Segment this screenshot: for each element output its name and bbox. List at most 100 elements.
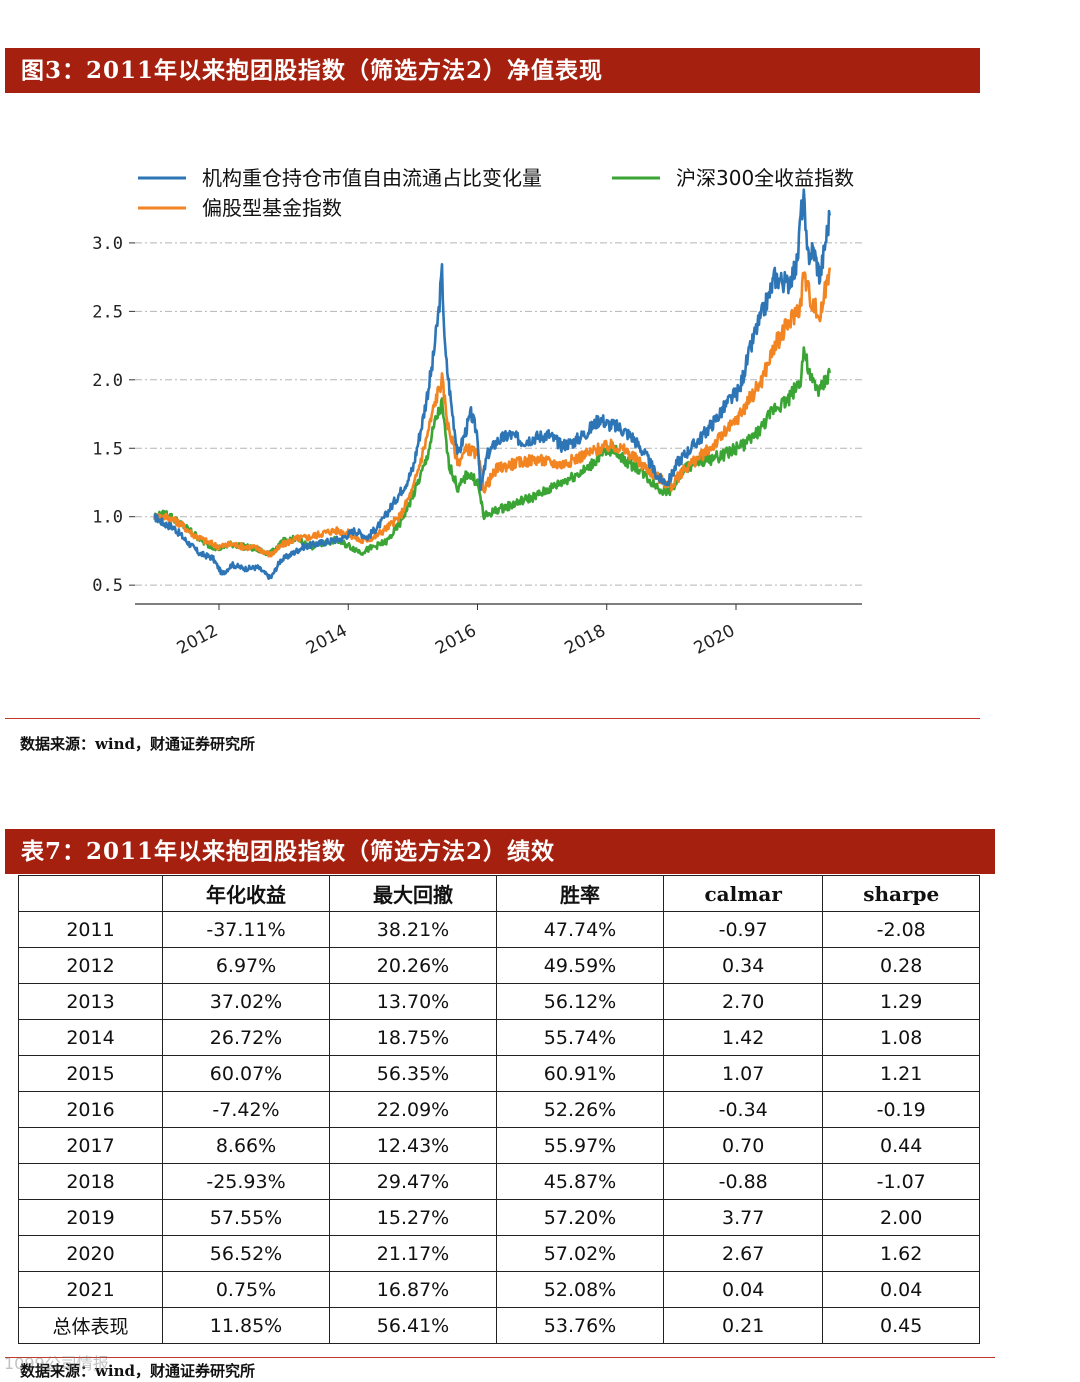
- table-cell: 47.74%: [496, 911, 664, 948]
- y-tick-label: 1.0: [92, 508, 123, 528]
- table-cell: 0.75%: [162, 1271, 330, 1308]
- table-cell: 1.62: [822, 1235, 980, 1272]
- x-tick-label: 2020: [691, 621, 739, 659]
- legend-label: 机构重仓持仓市值自由流通占比变化量: [202, 166, 542, 190]
- table-cell: -37.11%: [162, 911, 330, 948]
- row-label: 2013: [18, 983, 163, 1020]
- row-label: 2017: [18, 1127, 163, 1164]
- table-cell: 11.85%: [162, 1307, 330, 1344]
- table-cell: 26.72%: [162, 1019, 330, 1056]
- row-label: 2011: [18, 911, 163, 948]
- table-row: 2019 57.55% 15.27% 57.20% 3.77 2.00: [18, 1199, 980, 1236]
- y-tick-label: 1.5: [92, 439, 123, 459]
- table-row: 2014 26.72% 18.75% 55.74% 1.42 1.08: [18, 1019, 980, 1056]
- column-header: 年化收益: [162, 875, 330, 912]
- divider: [5, 718, 980, 719]
- table-row: 2018 -25.93% 29.47% 45.87% -0.88 -1.07: [18, 1163, 980, 1200]
- table-cell: 0.70: [662, 1127, 824, 1164]
- column-header: sharpe: [822, 875, 980, 912]
- table-row: 2013 37.02% 13.70% 56.12% 2.70 1.29: [18, 983, 980, 1020]
- table-cell: 8.66%: [162, 1127, 330, 1164]
- row-label: 总体表现: [18, 1307, 163, 1344]
- y-tick-label: 3.0: [92, 234, 123, 254]
- table-cell: 60.91%: [496, 1055, 664, 1092]
- table-banner: 表7：2011年以来抱团股指数（筛选方法2）绩效: [5, 829, 995, 874]
- table-cell: 21.17%: [329, 1235, 497, 1272]
- x-tick-label: 2014: [303, 621, 351, 659]
- table-cell: 0.04: [662, 1271, 824, 1308]
- table-cell: 49.59%: [496, 947, 664, 984]
- table-cell: 1.29: [822, 983, 980, 1020]
- row-label: 2015: [18, 1055, 163, 1092]
- row-label: 2020: [18, 1235, 163, 1272]
- table-cell: 57.02%: [496, 1235, 664, 1272]
- table-cell: 37.02%: [162, 983, 330, 1020]
- y-tick-label: 0.5: [92, 576, 123, 596]
- figure-source: 数据来源：wind，财通证券研究所: [20, 735, 256, 753]
- table-row: 2011 -37.11% 38.21% 47.74% -0.97 -2.08: [18, 911, 980, 948]
- table-cell: -0.19: [822, 1091, 980, 1128]
- table-cell: 3.77: [662, 1199, 824, 1236]
- table-cell: -7.42%: [162, 1091, 330, 1128]
- table-cell: -0.88: [662, 1163, 824, 1200]
- table-row: 2016 -7.42% 22.09% 52.26% -0.34 -0.19: [18, 1091, 980, 1128]
- table-cell: 20.26%: [329, 947, 497, 984]
- series-line: [153, 188, 831, 581]
- row-label: 2021: [18, 1271, 163, 1308]
- net-value-chart: 0.51.01.52.02.53.0 2012 2014 2016 2018 2020 …: [92, 166, 862, 659]
- column-header: calmar: [662, 875, 824, 912]
- watermark: 1099公司情报: [4, 1354, 109, 1373]
- table-cell: 0.44: [822, 1127, 980, 1164]
- table-cell: 0.34: [662, 947, 824, 984]
- table-cell: 55.74%: [496, 1019, 664, 1056]
- table-cell: 38.21%: [329, 911, 497, 948]
- table-row: 2021 0.75% 16.87% 52.08% 0.04 0.04: [18, 1271, 980, 1308]
- table-cell: 0.45: [822, 1307, 980, 1344]
- y-tick-label: 2.5: [92, 302, 123, 322]
- table-cell: 0.28: [822, 947, 980, 984]
- table-source: 数据来源：wind，财通证券研究所: [20, 1362, 256, 1380]
- column-header: 胜率: [496, 875, 664, 912]
- table-header-row: 年化收益 最大回撤 胜率 calmar sharpe: [18, 875, 980, 912]
- table-cell: 1.42: [662, 1019, 824, 1056]
- figure-banner: 图3：2011年以来抱团股指数（筛选方法2）净值表现: [5, 48, 980, 93]
- table-row: 2020 56.52% 21.17% 57.02% 2.67 1.62: [18, 1235, 980, 1272]
- table-cell: 12.43%: [329, 1127, 497, 1164]
- x-tick-label: 2018: [561, 621, 609, 659]
- table-cell: 0.21: [662, 1307, 824, 1344]
- table-cell: 52.08%: [496, 1271, 664, 1308]
- table-row: 2017 8.66% 12.43% 55.97% 0.70 0.44: [18, 1127, 980, 1164]
- performance-table: 年化收益 最大回撤 胜率 calmar sharpe 2011 -37.11% 38.21%…: [18, 875, 980, 1344]
- table-cell: 13.70%: [329, 983, 497, 1020]
- table-cell: 56.41%: [329, 1307, 497, 1344]
- series-line: [153, 346, 831, 557]
- table-cell: 56.35%: [329, 1055, 497, 1092]
- table-cell: -2.08: [822, 911, 980, 948]
- y-tick-label: 2.0: [92, 371, 123, 391]
- table-cell: 1.07: [662, 1055, 824, 1092]
- y-axis-ticks: 0.5 1.0 1.5 2.0 2.5 3.0: [92, 234, 135, 596]
- table-cell: 52.26%: [496, 1091, 664, 1128]
- column-header: 最大回撤: [329, 875, 497, 912]
- table-cell: 55.97%: [496, 1127, 664, 1164]
- legend-label: 沪深300全收益指数: [676, 166, 854, 190]
- series-line: [153, 267, 831, 558]
- table-row: 总体表现 11.85% 56.41% 53.76% 0.21 0.45: [18, 1307, 980, 1344]
- table-cell: 0.04: [822, 1271, 980, 1308]
- row-label: 2016: [18, 1091, 163, 1128]
- table-cell: 57.20%: [496, 1199, 664, 1236]
- row-label: 2019: [18, 1199, 163, 1236]
- table-cell: 16.87%: [329, 1271, 497, 1308]
- chart-series: [153, 188, 831, 581]
- table-cell: 6.97%: [162, 947, 330, 984]
- table-cell: 1.08: [822, 1019, 980, 1056]
- column-header: [18, 875, 163, 912]
- table-cell: 22.09%: [329, 1091, 497, 1128]
- table-cell: -0.97: [662, 911, 824, 948]
- table-cell: 2.70: [662, 983, 824, 1020]
- chart-grid: [135, 242, 862, 586]
- row-label: 2018: [18, 1163, 163, 1200]
- legend-label: 偏股型基金指数: [202, 196, 342, 220]
- table-cell: 1.21: [822, 1055, 980, 1092]
